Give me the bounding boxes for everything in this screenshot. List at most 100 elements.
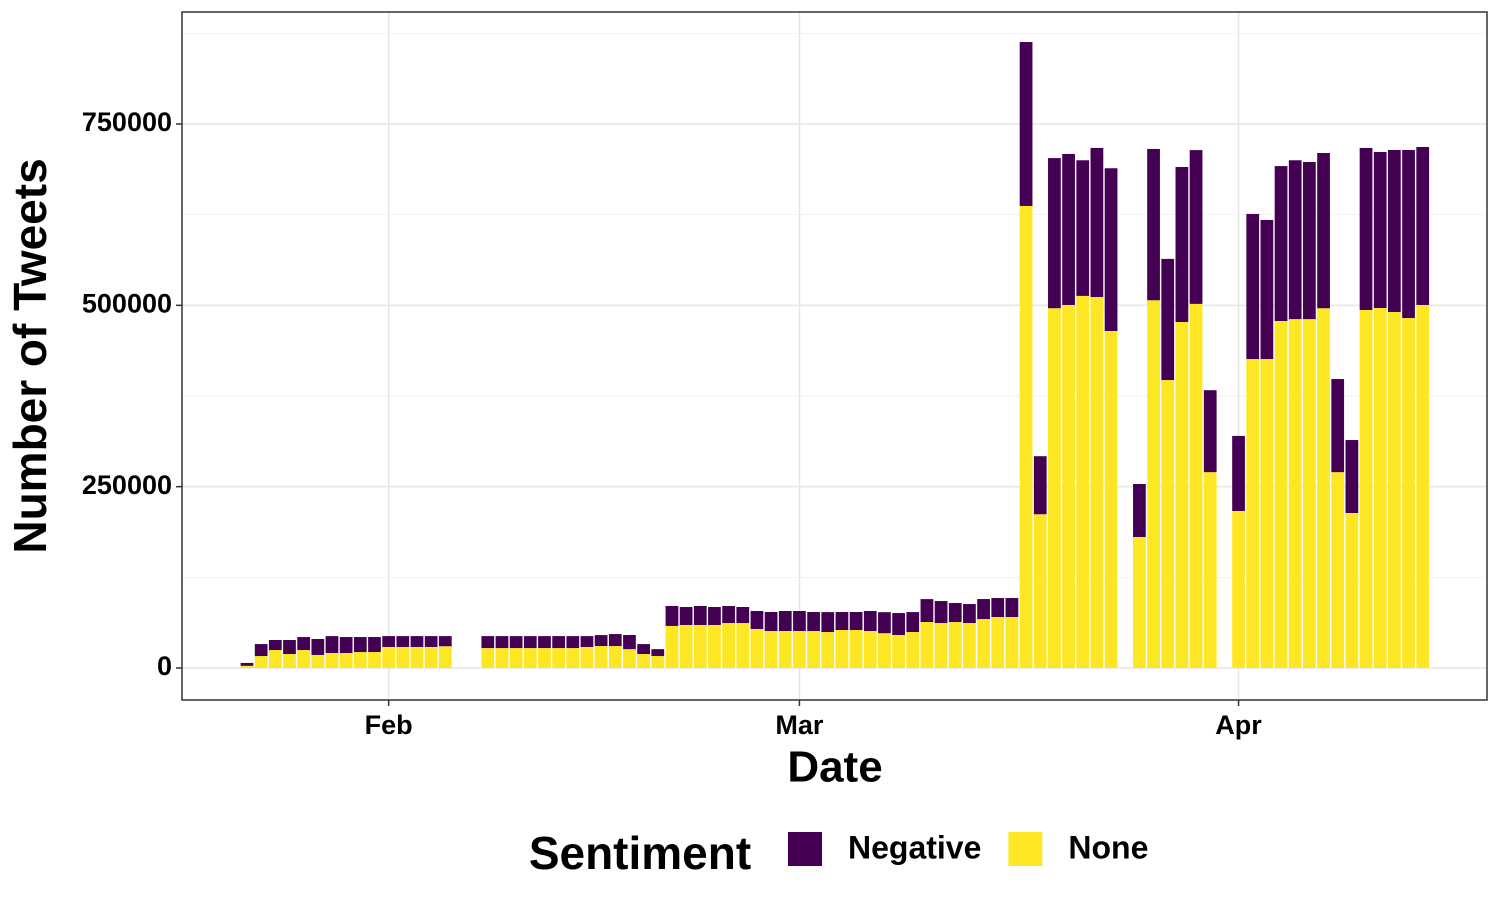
bar: [1104, 168, 1118, 332]
bar: [807, 631, 820, 669]
bar: [778, 631, 792, 669]
bar: [1232, 435, 1245, 511]
plot-border: [181, 11, 1488, 701]
bar: [693, 605, 707, 625]
bar: [594, 635, 608, 647]
bar: [920, 599, 934, 623]
bar: [1076, 295, 1090, 669]
bar: [1288, 319, 1302, 669]
x-axis-title: Date: [787, 743, 882, 792]
bar: [538, 636, 551, 649]
bar: [552, 636, 566, 649]
bar: [963, 623, 976, 669]
bar: [594, 646, 608, 669]
bar: [240, 662, 254, 666]
bar: [1133, 483, 1146, 538]
legend-label: None: [1068, 829, 1148, 865]
bar: [353, 637, 367, 653]
bar: [863, 610, 877, 632]
bar: [325, 652, 339, 669]
bar: [878, 612, 891, 634]
bar: [835, 612, 849, 631]
bar: [566, 648, 580, 669]
bar: [651, 649, 665, 657]
bar: [1387, 312, 1401, 669]
bar: [1048, 158, 1061, 309]
bar: [608, 634, 622, 647]
bar: [368, 637, 381, 653]
y-tick-label: 500000: [82, 288, 172, 318]
bar: [1048, 308, 1061, 669]
bar: [835, 630, 849, 669]
bar: [977, 599, 990, 620]
bar: [1274, 321, 1288, 669]
bar: [807, 612, 820, 632]
bar: [410, 646, 424, 669]
bar: [764, 631, 778, 669]
bar: [750, 628, 764, 669]
bar: [1062, 304, 1075, 669]
bar: [778, 610, 792, 632]
bar: [254, 644, 268, 657]
bar: [963, 604, 976, 624]
bar: [1373, 308, 1387, 669]
bar: [1246, 213, 1260, 360]
legend-title: Sentiment: [529, 827, 751, 879]
bar: [934, 601, 948, 624]
bar: [311, 654, 325, 669]
bar: [878, 633, 891, 669]
bar: [1076, 160, 1090, 296]
bar: [991, 617, 1005, 669]
x-tick-label: Apr: [1215, 710, 1262, 740]
bar: [1402, 318, 1415, 669]
bar: [1345, 513, 1359, 669]
bar: [906, 612, 920, 633]
bar: [1416, 146, 1430, 305]
bar: [948, 622, 962, 669]
bar: [382, 636, 396, 647]
bar: [297, 650, 311, 669]
bar: [991, 598, 1005, 618]
bar: [623, 649, 636, 669]
bar: [665, 605, 679, 626]
bar: [1189, 303, 1203, 669]
bar: [1402, 149, 1415, 319]
bar: [1019, 205, 1033, 669]
bar: [651, 656, 665, 669]
bar: [750, 610, 764, 629]
bar: [623, 635, 636, 650]
bar: [1005, 617, 1019, 669]
bar: [1203, 472, 1217, 669]
bar: [580, 636, 594, 647]
bar: [1303, 162, 1316, 320]
bar: [821, 612, 835, 633]
bar: [1175, 322, 1189, 669]
bar: [297, 637, 311, 651]
bar: [268, 650, 282, 669]
bar: [396, 636, 410, 647]
x-tick-label: Mar: [775, 710, 824, 740]
bar: [1232, 510, 1245, 669]
bar: [268, 640, 282, 651]
bar: [1317, 153, 1330, 309]
bar: [793, 631, 806, 669]
bar: [552, 648, 566, 669]
bar: [1359, 147, 1373, 310]
bar: [1090, 147, 1104, 297]
bar: [1260, 219, 1274, 360]
bar: [1147, 148, 1160, 301]
bar: [920, 622, 934, 669]
bar: [764, 612, 778, 632]
bar: [1033, 456, 1047, 515]
bar: [1189, 150, 1203, 304]
bar: [509, 648, 523, 669]
bar: [708, 607, 721, 625]
bar: [382, 646, 396, 669]
bar: [580, 646, 594, 669]
legend-swatch: [1008, 832, 1043, 866]
bar: [1359, 309, 1373, 669]
bar: [523, 636, 537, 649]
bar: [906, 632, 920, 669]
bar: [424, 636, 438, 647]
